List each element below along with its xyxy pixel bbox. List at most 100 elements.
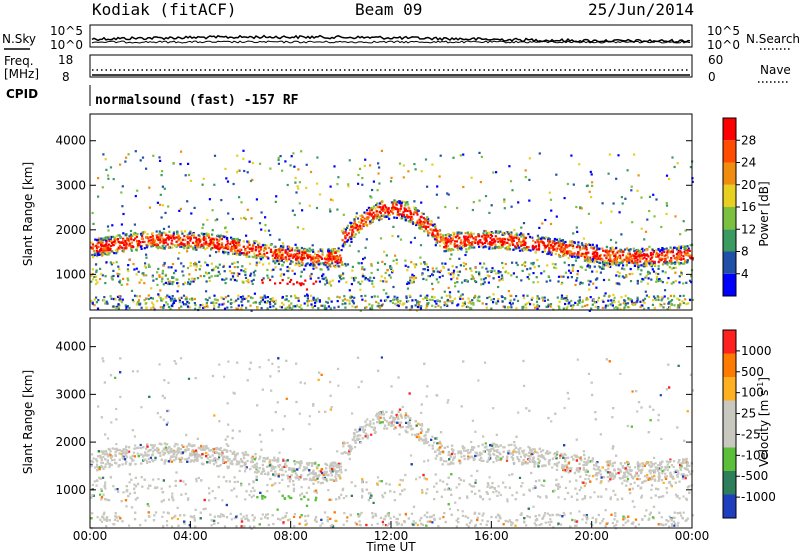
power-cell	[521, 247, 524, 251]
noise-trace	[91, 34, 691, 44]
power-cell	[101, 274, 104, 277]
power-cell	[208, 296, 211, 299]
power-cell	[490, 307, 493, 310]
power-cell	[183, 247, 186, 250]
power-cell	[640, 269, 643, 272]
power-cell	[507, 272, 510, 275]
power-cell	[111, 224, 114, 227]
power-cell	[204, 271, 208, 274]
power-cell	[161, 237, 164, 240]
power-cell	[145, 256, 148, 259]
power-cell	[663, 295, 666, 298]
power-cell	[572, 247, 575, 250]
velocity-cell	[220, 513, 223, 516]
power-cell	[213, 304, 216, 307]
power-cell	[202, 306, 205, 309]
power-cell	[624, 294, 627, 297]
power-cell	[682, 282, 685, 285]
power-cell	[133, 223, 136, 226]
power-cell	[414, 210, 417, 213]
power-cell	[648, 262, 651, 265]
power-cell	[624, 304, 627, 307]
power-cell	[690, 275, 693, 278]
power-cell	[665, 261, 668, 264]
power-cell	[588, 190, 591, 193]
power-cell	[246, 246, 249, 249]
power-cell	[189, 230, 192, 233]
power-cell	[372, 285, 375, 288]
power-cell	[167, 283, 170, 286]
power-cell	[416, 302, 419, 305]
power-cell	[225, 177, 228, 180]
power-cell	[212, 268, 215, 271]
power-cell	[485, 306, 488, 309]
power-cell	[340, 278, 343, 281]
power-cell	[458, 296, 461, 299]
power-cell	[667, 277, 670, 280]
power-cell	[686, 259, 689, 262]
power-cell	[390, 210, 393, 213]
power-cell	[164, 274, 167, 277]
power-cell	[601, 258, 604, 261]
power-cell	[346, 234, 349, 237]
power-cell	[470, 246, 473, 249]
power-cell	[513, 298, 516, 301]
power-cell	[640, 304, 643, 307]
power-cell	[157, 293, 160, 296]
power-cell	[488, 246, 491, 249]
power-cell	[370, 221, 373, 225]
power-cell	[186, 247, 189, 250]
power-cell	[300, 246, 303, 250]
power-cell	[236, 261, 239, 264]
power-cell	[380, 200, 383, 204]
power-cell	[549, 304, 552, 308]
power-cell	[109, 239, 112, 242]
power-cell	[670, 250, 673, 253]
power-cell	[242, 270, 245, 273]
power-cell	[95, 246, 98, 249]
power-cell	[443, 250, 446, 253]
power-cell	[474, 294, 477, 297]
power-cell	[571, 306, 574, 309]
power-cell	[451, 237, 454, 240]
power-cell	[420, 305, 423, 308]
power-cell	[302, 256, 305, 260]
power-cell	[311, 305, 314, 308]
power-cell	[309, 277, 312, 280]
power-cell	[587, 212, 590, 215]
power-cell	[666, 250, 669, 253]
power-cell	[258, 256, 261, 259]
power-cell	[470, 176, 473, 179]
velocity-cell	[384, 524, 388, 527]
header-date: 25/Jun/2014	[588, 0, 694, 19]
power-cell	[420, 227, 423, 230]
power-cell	[657, 264, 660, 268]
power-cell	[658, 278, 661, 281]
power-cell	[543, 237, 546, 240]
power-cell	[629, 255, 633, 258]
power-cell	[422, 268, 425, 271]
power-cell	[536, 307, 539, 310]
power-cell	[668, 266, 671, 269]
power-cell	[292, 253, 296, 257]
power-cell	[419, 294, 422, 297]
power-cell	[298, 202, 301, 205]
power-cell	[648, 272, 651, 275]
power-cell	[202, 244, 205, 248]
power-cell	[385, 206, 388, 209]
power-cell	[192, 280, 195, 283]
power-cell	[370, 263, 373, 266]
power-cell	[325, 279, 328, 282]
power-cell	[96, 307, 100, 310]
power-cell	[214, 246, 217, 249]
power-cell	[380, 275, 383, 278]
power-cell	[458, 244, 461, 248]
power-cell	[578, 246, 581, 249]
power-cell	[158, 275, 161, 278]
power-cell	[136, 189, 139, 192]
power-cell	[572, 183, 575, 186]
power-cell	[107, 243, 111, 246]
power-cell	[124, 241, 127, 244]
power-cell	[179, 243, 182, 246]
power-cell	[547, 251, 550, 254]
